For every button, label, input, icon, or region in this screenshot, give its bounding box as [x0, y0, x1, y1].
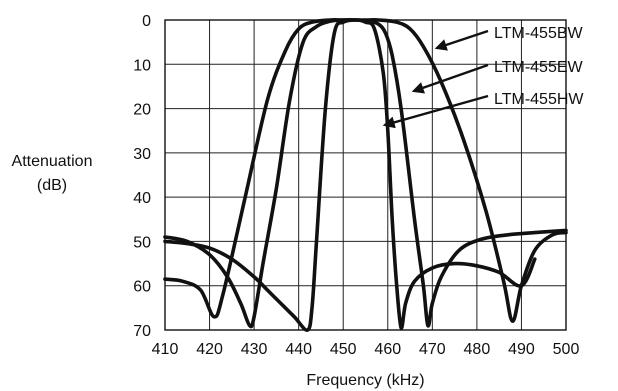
x-tick-label: 440 [285, 341, 312, 358]
annotation-leader-line [411, 63, 489, 94]
series-annotations: LTM-455BW LTM-455EW LTM-455HW [382, 25, 584, 129]
x-tick-label: 460 [374, 341, 401, 358]
y-tick-label: 30 [133, 146, 151, 163]
y-tick-label: 0 [142, 13, 151, 30]
annotation-leader-line [434, 29, 489, 51]
series-label: LTM-455HW [494, 91, 584, 108]
y-tick-label: 70 [133, 323, 151, 340]
x-axis-title: Frequency (kHz) [306, 372, 424, 389]
y-tick-label: 50 [133, 234, 151, 251]
y-axis-title-line-1: Attenuation [12, 153, 93, 170]
x-tick-label: 490 [508, 341, 535, 358]
series-label: LTM-455BW [494, 25, 584, 42]
x-tick-label: 420 [196, 341, 223, 358]
tick-labels: 410 420 430 440 450 460 470 480 490 500 0 10 20 30 40 5… [133, 13, 579, 358]
grid-lines [165, 20, 566, 330]
annotation-leader-line [382, 94, 489, 129]
curve-ltm-455hw [163, 18, 537, 332]
y-tick-label: 60 [133, 279, 151, 296]
x-tick-label: 450 [330, 341, 357, 358]
y-tick-label: 20 [133, 102, 151, 119]
x-tick-label: 470 [419, 341, 446, 358]
y-tick-label: 10 [133, 57, 151, 74]
x-tick-label: 500 [553, 341, 580, 358]
series-curves [163, 18, 568, 332]
x-tick-label: 430 [241, 341, 268, 358]
x-tick-label: 410 [152, 341, 179, 358]
y-axis-title-line-2: (dB) [37, 177, 67, 194]
series-label: LTM-455EW [494, 59, 584, 76]
x-tick-label: 480 [464, 341, 491, 358]
y-tick-label: 40 [133, 190, 151, 207]
